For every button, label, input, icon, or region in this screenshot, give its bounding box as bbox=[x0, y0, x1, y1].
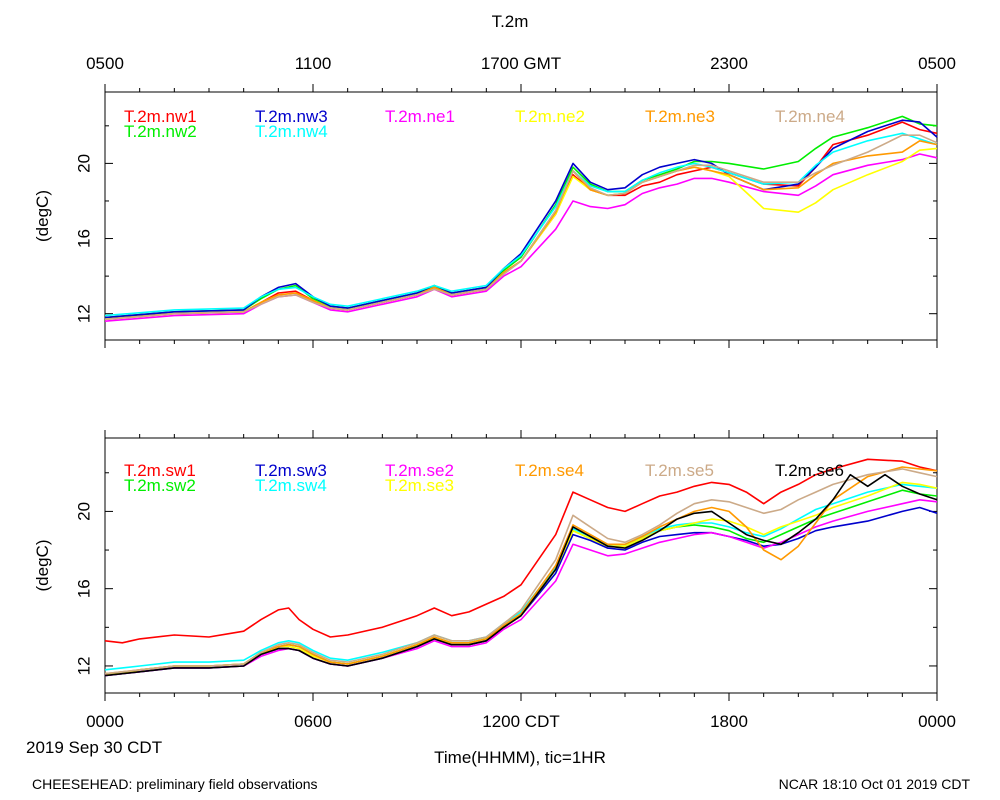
bottom-tick-label: 0600 bbox=[294, 712, 332, 731]
series-line-t-2m-ne3 bbox=[104, 140, 938, 321]
legend-entry: T.2m.se3 bbox=[385, 476, 454, 495]
x-axis-label: Time(HHMM), tic=1HR bbox=[434, 748, 606, 767]
series-line-t-2m-se2 bbox=[104, 498, 938, 677]
y-tick-label: 12 bbox=[74, 656, 93, 675]
y-tick-label: 20 bbox=[74, 154, 93, 173]
series-line-t-2m-ne4 bbox=[104, 134, 938, 321]
legend-entry: T.2m.se4 bbox=[515, 461, 584, 480]
series-line-t-2m-se4 bbox=[104, 466, 938, 675]
top-tick-label: 0500 bbox=[918, 54, 956, 73]
series-line-t-2m-nw3 bbox=[104, 119, 938, 319]
y-tick-label: 20 bbox=[74, 502, 93, 521]
legend-entry: T.2m.sw3 bbox=[255, 461, 327, 480]
y-tick-label: 16 bbox=[74, 229, 93, 248]
legend-entry: T.2m.sw1 bbox=[124, 461, 196, 480]
legend-entry: T.2m.sw4 bbox=[255, 476, 327, 495]
y-axis-title: (degC) bbox=[33, 540, 52, 592]
legend-entry: T.2m.nw2 bbox=[124, 122, 197, 141]
series-line-t-2m-se6 bbox=[104, 473, 938, 677]
top-tick-label: 1700 GMT bbox=[481, 54, 561, 73]
legend-entry: T.2m.ne1 bbox=[385, 107, 455, 126]
series-line-t-2m-sw1 bbox=[104, 458, 938, 644]
series-line-t-2m-sw3 bbox=[104, 506, 938, 677]
legend-entry: T.2m.se5 bbox=[645, 461, 714, 480]
legend-entry: T.2m.ne4 bbox=[775, 107, 845, 126]
top-tick-label: 1100 bbox=[295, 54, 332, 73]
legend-entry: T.2m.nw1 bbox=[124, 107, 197, 126]
legend-entry: T.2m.nw3 bbox=[255, 107, 328, 126]
series-line-t-2m-se5 bbox=[104, 468, 938, 675]
y-tick-label: 16 bbox=[74, 579, 93, 598]
bottom-tick-label: 1200 CDT bbox=[482, 712, 559, 731]
plot-frame-north bbox=[104, 91, 938, 341]
legend-entry: T.2m.se6 bbox=[775, 461, 844, 480]
bottom-tick-label: 0000 bbox=[918, 712, 956, 731]
series-line-t-2m-ne1 bbox=[104, 153, 938, 322]
legend-entry: T.2m.sw2 bbox=[124, 476, 196, 495]
legend-entry: T.2m.ne3 bbox=[645, 107, 715, 126]
y-axis-title: (degC) bbox=[33, 190, 52, 242]
series-line-t-2m-sw4 bbox=[104, 483, 938, 671]
legend-entry: T.2m.se2 bbox=[385, 461, 454, 480]
y-tick-label: 12 bbox=[74, 304, 93, 323]
footer-right: NCAR 18:10 Oct 01 2019 CDT bbox=[778, 776, 970, 792]
chart-title: T.2m bbox=[491, 12, 529, 31]
bottom-tick-label: 0000 bbox=[86, 712, 124, 731]
bottom-tick-label: 1800 bbox=[710, 712, 748, 731]
series-line-t-2m-sw2 bbox=[105, 489, 938, 675]
date-label: 2019 Sep 30 CDT bbox=[26, 738, 163, 757]
series-line-t-2m-nw4 bbox=[104, 132, 938, 317]
top-tick-label: 0500 bbox=[86, 54, 124, 73]
footer-left: CHEESEHEAD: preliminary field observatio… bbox=[32, 776, 318, 792]
top-tick-label: 2300 bbox=[710, 54, 748, 73]
legend-entry: T.2m.ne2 bbox=[515, 107, 585, 126]
legend-entry: T.2m.nw4 bbox=[255, 122, 328, 141]
series-line-t-2m-nw2 bbox=[104, 115, 938, 319]
